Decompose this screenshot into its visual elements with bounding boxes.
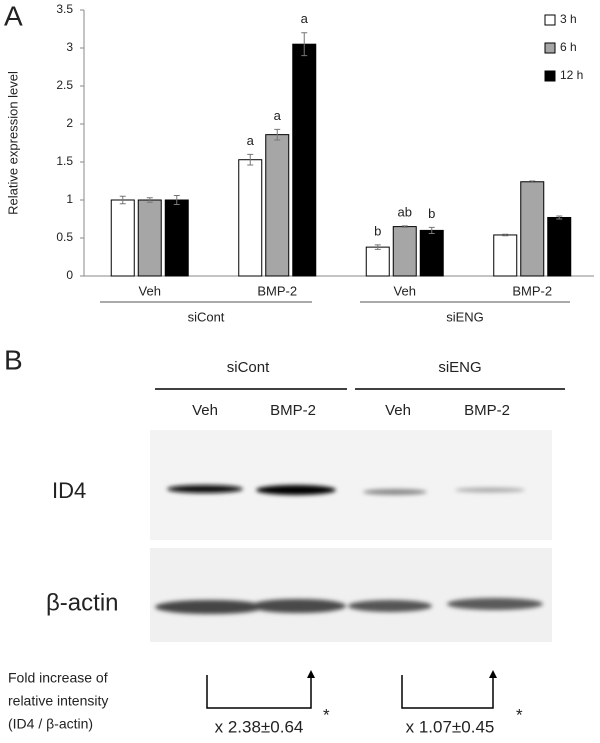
comparison-bracket [401, 675, 494, 709]
error-bar [274, 128, 281, 141]
bar [419, 229, 444, 277]
y-tick-label: 3 [66, 40, 73, 54]
significance-letter: b [428, 206, 435, 221]
bar [493, 234, 518, 277]
row-label: ID4 [52, 478, 86, 503]
arrowhead [307, 670, 315, 678]
lane-label: BMP-2 [464, 402, 510, 419]
blot-group: siENG [438, 359, 481, 376]
y-tick-label: 2 [66, 116, 73, 130]
blot-membrane [150, 548, 552, 642]
blot-bands [167, 485, 525, 495]
y-tick-label: 2.5 [56, 78, 73, 92]
group-label: siCont [188, 309, 225, 324]
significance: * [323, 705, 330, 724]
significance-letter: b [374, 223, 381, 238]
bar [265, 134, 290, 277]
y-tick-label: 0 [66, 268, 73, 282]
footer-text: Fold increase of [8, 670, 108, 686]
error-bar [374, 244, 381, 250]
error-bar [428, 226, 435, 234]
lane-label: Veh [385, 402, 411, 419]
significance-letter: a [274, 108, 282, 123]
chart: 0 0.5 1 1.5 2 2.5 3 3.5 Veh BMP-2 a a a Veh b ab b BMP-2 3… [56, 2, 594, 298]
bar [110, 199, 135, 277]
legend-label: 3 h [560, 12, 577, 26]
error-bar [119, 195, 126, 205]
footer-text: (ID4 / β-actin) [8, 716, 93, 732]
fold-value: x 2.38±0.64 [215, 717, 304, 736]
blot-bands [155, 598, 543, 614]
x-tick-label: BMP-2 [512, 283, 552, 298]
legend-swatch [544, 14, 556, 26]
y-axis-title: Relative expression level [5, 71, 20, 215]
bar [547, 216, 572, 277]
x-tick-label: Veh [139, 283, 161, 298]
bar [365, 246, 390, 277]
legend-swatch [544, 42, 556, 54]
fold-value: x 1.07±0.45 [406, 717, 495, 736]
error-bar [173, 194, 180, 206]
y-tick-label: 1 [66, 192, 73, 206]
legend-label: 6 h [560, 40, 577, 54]
bar [164, 199, 189, 277]
y-tick-label: 0.5 [56, 230, 73, 244]
error-bar [529, 180, 536, 184]
legend-label: 12 h [560, 68, 583, 82]
row-label: β-actin [46, 589, 119, 616]
error-bar [556, 215, 563, 220]
error-bar [247, 153, 254, 166]
bar [238, 159, 263, 277]
error-bar [146, 197, 153, 203]
bar [392, 226, 417, 277]
y-tick-label: 1.5 [56, 154, 73, 168]
x-tick-label: BMP-2 [257, 283, 297, 298]
bar [292, 43, 317, 277]
error-bar [401, 225, 408, 228]
comparison-bracket [206, 675, 312, 709]
lane-label: BMP-2 [270, 402, 316, 419]
panel-label: A [4, 0, 23, 31]
blot-group: siCont [227, 359, 270, 376]
y-tick-label: 3.5 [56, 2, 73, 16]
bar [137, 199, 162, 277]
group-label: siENG [446, 309, 484, 324]
footer-text: relative intensity [8, 693, 108, 709]
blot-membrane [150, 430, 552, 540]
error-bar [301, 32, 308, 57]
significance: * [516, 705, 523, 724]
panel-label: B [4, 344, 23, 375]
significance-letter: a [301, 11, 309, 26]
arrowhead [489, 670, 497, 678]
error-bar [502, 233, 509, 237]
bar [520, 181, 545, 277]
significance-letter: ab [398, 204, 412, 219]
legend-swatch [544, 70, 556, 82]
x-tick-label: Veh [394, 283, 416, 298]
significance-letter: a [247, 133, 255, 148]
lane-label: Veh [192, 402, 218, 419]
